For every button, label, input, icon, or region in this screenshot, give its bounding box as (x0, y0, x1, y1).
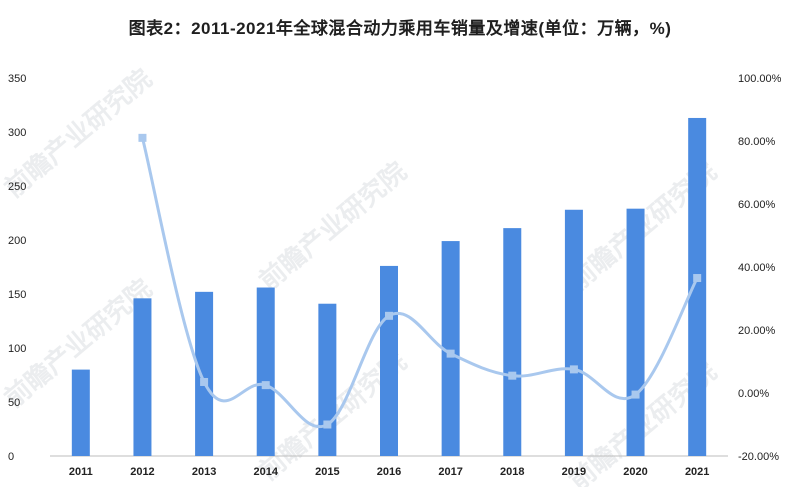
growth-markers (138, 133, 702, 429)
x-axis-tick: 2018 (500, 466, 524, 478)
bar-2018 (503, 228, 522, 456)
right-axis-tick-labels: -20.00% 0.00% 20.00% 40.00% 60.00% 80.00% 100.… (738, 73, 782, 463)
x-axis-tick: 2014 (253, 466, 278, 478)
bar-2014 (256, 287, 275, 456)
left-axis-tick: 150 (8, 289, 26, 301)
growth-marker-2012 (138, 133, 147, 142)
x-axis-tick: 2011 (69, 466, 93, 478)
left-axis-tick: 50 (8, 397, 20, 409)
right-axis-tick: 20.00% (738, 325, 776, 337)
right-axis-tick: 40.00% (738, 262, 776, 274)
growth-marker-2015 (323, 420, 332, 429)
bar-2020 (626, 208, 645, 456)
watermark-logo: 前瞻产业研究院 前瞻产业研究院 前瞻产业研究院 前瞻产业研究院 前瞻产业研究院 … (0, 63, 723, 487)
left-axis-tick: 250 (8, 181, 26, 193)
bar-2017 (441, 241, 460, 456)
x-axis-tick: 2015 (315, 466, 339, 478)
x-axis-tick-labels: 2011 2012 2013 2014 2015 2016 2017 2018 2019 2020… (69, 466, 710, 478)
growth-marker-2016 (385, 311, 393, 320)
bar-2021 (688, 117, 707, 457)
growth-line (141, 137, 699, 429)
growth-marker-2013 (200, 377, 209, 386)
x-axis-tick: 2013 (192, 466, 216, 478)
bar-2016 (380, 265, 398, 456)
x-axis-tick: 2012 (130, 466, 154, 478)
growth-marker-2020 (631, 390, 640, 399)
watermark-layer: 前瞻产业研究院 前瞻产业研究院 前瞻产业研究院 前瞻产业研究院 前瞻产业研究院 … (0, 63, 723, 487)
left-axis-tick: 200 (8, 235, 26, 247)
left-axis-tick: 350 (8, 73, 26, 85)
right-axis-tick: -20.00% (738, 451, 779, 463)
x-axis-tick: 2019 (562, 466, 586, 478)
right-axis-tick: 0.00% (738, 388, 769, 400)
left-axis-tick: 100 (8, 343, 26, 355)
left-axis-tick-labels: 0 50 100 150 200 250 300 350 (8, 73, 26, 463)
growth-marker-2017 (446, 349, 455, 358)
left-axis-tick: 300 (8, 127, 26, 139)
bar-2011 (71, 369, 90, 456)
x-axis-tick: 2016 (377, 466, 401, 478)
right-axis-tick: 80.00% (738, 136, 776, 148)
bar-series (71, 117, 707, 457)
right-axis-tick: 60.00% (738, 199, 776, 211)
growth-marker-2018 (508, 371, 517, 380)
bar-2015 (318, 303, 337, 456)
bar-2012 (133, 298, 152, 456)
x-axis-tick: 2020 (623, 466, 647, 478)
left-axis-tick: 0 (8, 451, 14, 463)
growth-marker-2021 (693, 274, 702, 283)
x-axis-tick: 2021 (685, 466, 709, 478)
chart-title: 图表2：2011-2021年全球混合动力乘用车销量及增速(单位：万辆，%) (128, 19, 672, 38)
bar-2013 (195, 291, 214, 456)
bar-2019 (564, 209, 583, 456)
growth-marker-2019 (569, 365, 578, 374)
right-axis-tick: 100.00% (738, 73, 782, 85)
x-axis-tick: 2017 (438, 466, 462, 478)
growth-marker-2014 (261, 381, 270, 390)
